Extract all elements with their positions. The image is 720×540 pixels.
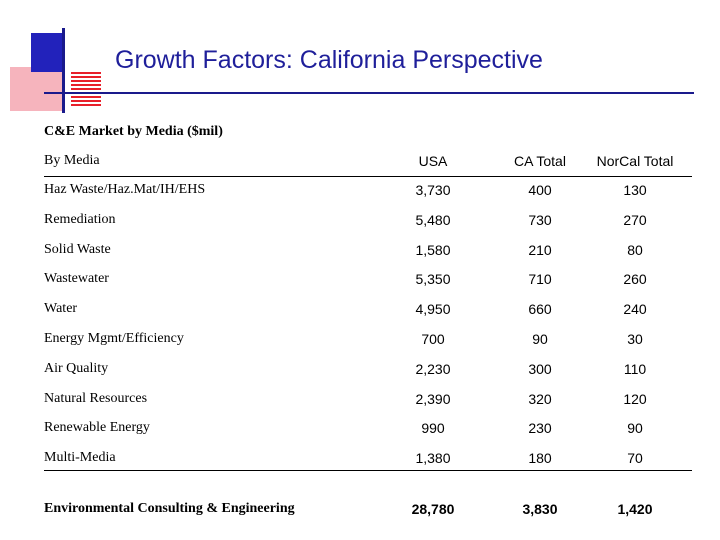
row-label: Solid Waste [44, 241, 111, 257]
title-underline [44, 92, 694, 94]
logo-red-stripes [71, 72, 101, 108]
table-row: Haz Waste/Haz.Mat/IH/EHS 3,730 400 130 [0, 177, 720, 203]
row-norcal-value: 270 [623, 211, 647, 228]
row-norcal-value: 260 [623, 271, 647, 288]
row-norcal-value: 80 [627, 241, 643, 258]
table-row: Energy Mgmt/Efficiency 700 90 30 [0, 326, 720, 352]
row-ca-value: 710 [528, 271, 552, 288]
table-row: Natural Resources 2,390 320 120 [0, 386, 720, 412]
footer-divider [44, 470, 692, 471]
header-divider [44, 176, 692, 177]
row-usa-value: 2,230 [415, 360, 451, 377]
row-usa-value: 990 [421, 420, 445, 437]
row-norcal-value: 130 [623, 182, 647, 198]
row-ca-value: 730 [528, 211, 552, 228]
row-usa-value: 5,350 [415, 271, 451, 288]
row-usa-value: 4,950 [415, 301, 451, 318]
total-ca: 3,830 [522, 501, 558, 517]
row-ca-value: 320 [528, 390, 552, 407]
row-ca-value: 660 [528, 301, 552, 318]
row-label: Haz Waste/Haz.Mat/IH/EHS [44, 182, 206, 197]
header-ca-total: CA Total [514, 153, 566, 169]
table-row: Air Quality 2,230 300 110 [0, 356, 720, 382]
logo-vertical-line [62, 28, 65, 113]
row-usa-value: 5,480 [415, 211, 451, 228]
table-total-row: Environmental Consulting & Engineering 2… [0, 496, 720, 522]
row-label: Water [44, 301, 78, 317]
table-subtitle: C&E Market by Media ($mil) [44, 124, 223, 139]
row-label: Multi-Media [44, 450, 116, 466]
row-norcal-value: 90 [627, 420, 643, 437]
header-by-media: By Media [44, 153, 100, 168]
row-ca-value: 90 [532, 331, 548, 347]
row-ca-value: 180 [528, 450, 552, 467]
row-norcal-value: 240 [623, 301, 647, 318]
table-row: Wastewater 5,350 710 260 [0, 266, 720, 292]
logo-blue-square [31, 33, 63, 72]
row-ca-value: 230 [528, 420, 552, 437]
row-usa-value: 1,380 [415, 450, 451, 467]
row-ca-value: 210 [528, 241, 552, 258]
row-ca-value: 400 [528, 182, 552, 198]
row-norcal-value: 30 [627, 331, 643, 347]
table-row: Solid Waste 1,580 210 80 [0, 237, 720, 263]
table-row: Renewable Energy 990 230 90 [0, 415, 720, 441]
row-usa-value: 1,580 [415, 241, 451, 258]
row-label: Natural Resources [44, 390, 148, 406]
table-row: Water 4,950 660 240 [0, 296, 720, 322]
row-norcal-value: 120 [623, 390, 647, 407]
row-usa-value: 3,730 [415, 182, 451, 198]
total-usa: 28,780 [411, 501, 455, 517]
header-norcal-total: NorCal Total [596, 153, 674, 169]
table-row: Multi-Media 1,380 180 70 [0, 445, 720, 471]
table-row: Remediation 5,480 730 270 [0, 207, 720, 233]
row-ca-value: 300 [528, 360, 552, 377]
table-header-row: By Media USA CA Total NorCal Total [0, 148, 720, 174]
row-usa-value: 2,390 [415, 390, 451, 407]
page-title: Growth Factors: California Perspective [115, 46, 543, 74]
header-usa: USA [418, 153, 448, 169]
row-usa-value: 700 [421, 331, 445, 347]
total-label: Environmental Consulting & Engineering [44, 501, 295, 516]
row-norcal-value: 70 [627, 450, 643, 467]
row-label: Wastewater [44, 271, 109, 287]
row-label: Energy Mgmt/Efficiency [44, 331, 184, 346]
row-norcal-value: 110 [623, 360, 647, 377]
row-label: Renewable Energy [44, 420, 150, 436]
logo-pink-square [10, 67, 62, 111]
total-norcal: 1,420 [617, 501, 653, 517]
row-label: Remediation [44, 211, 116, 227]
row-label: Air Quality [44, 360, 109, 376]
